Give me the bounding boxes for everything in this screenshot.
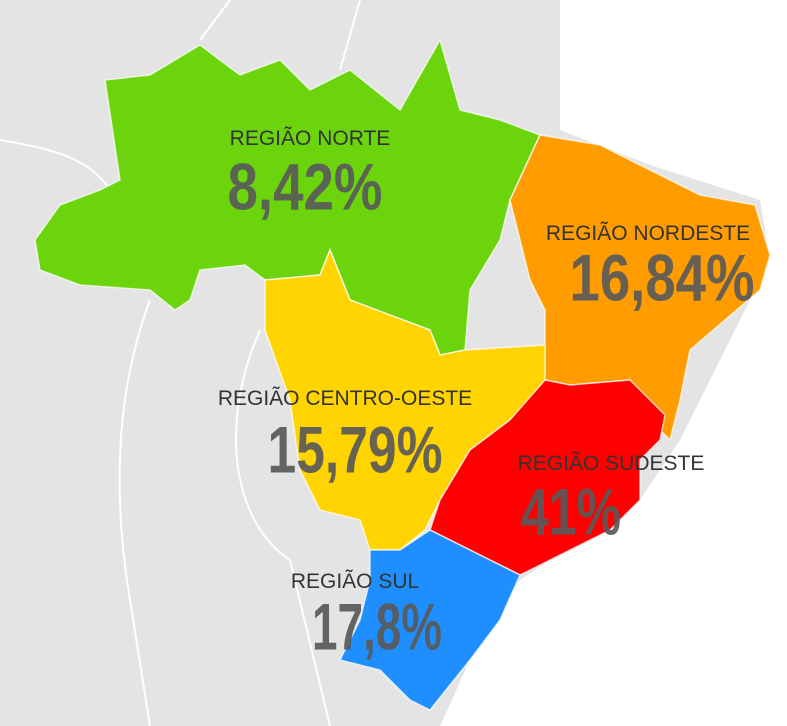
region-value: 8,42% — [228, 149, 383, 223]
region — [509, 134, 771, 442]
region — [34, 38, 542, 356]
region-value: 15,79% — [268, 412, 443, 486]
region-value: 17,8% — [312, 589, 442, 663]
region-name: REGIÃO NORDESTE — [546, 221, 750, 245]
region-name: REGIÃO CENTRO-OESTE — [218, 386, 472, 410]
region-name: REGIÃO NORTE — [230, 126, 391, 150]
region — [429, 379, 666, 576]
borders — [0, 0, 361, 726]
region-name: REGIÃO SUDESTE — [518, 451, 705, 475]
region-value: 16,84% — [570, 240, 755, 314]
region-value: 41% — [521, 474, 621, 548]
region — [338, 529, 521, 711]
region-name: REGIÃO SUL — [291, 569, 419, 593]
ocean — [440, 0, 787, 726]
